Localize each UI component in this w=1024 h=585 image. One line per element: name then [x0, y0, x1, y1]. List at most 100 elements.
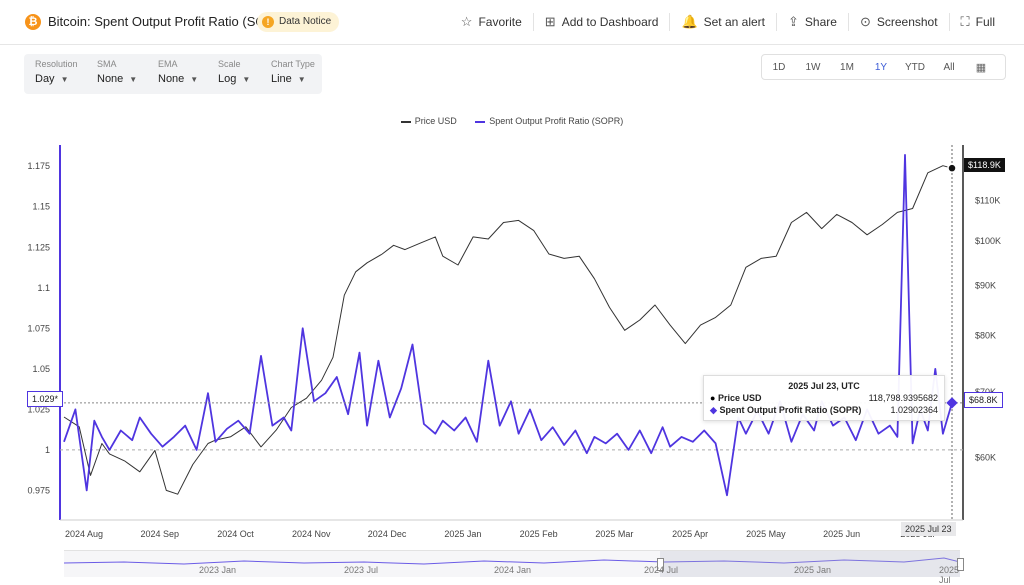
chevron-down-icon: ▼	[242, 75, 251, 84]
control-value: Log ▼	[218, 73, 250, 85]
x-tick-label: 2024 Oct	[217, 529, 254, 539]
x-tick-label: 2024 Sep	[140, 529, 179, 539]
calendar-icon[interactable]: ▦	[975, 61, 987, 74]
x-tick-label: 2025 Jan	[444, 529, 481, 539]
chevron-down-icon: ▼	[129, 75, 138, 84]
navigator-label: 2023 Jul	[344, 565, 379, 575]
control-value: Line ▼	[271, 73, 315, 85]
sopr-series-line	[63, 154, 953, 497]
left-tick-label: 1.15	[32, 202, 50, 212]
tooltip-price-label: Price USD	[717, 393, 762, 403]
range-all[interactable]: All	[943, 61, 955, 73]
data-notice-button[interactable]: ! Data Notice	[257, 12, 340, 32]
range-1m[interactable]: 1M	[840, 61, 854, 73]
range-1y[interactable]: 1Y	[874, 61, 888, 73]
navigator-label: 2024 Jan	[494, 565, 532, 575]
right-tick-label: $80K	[975, 331, 996, 341]
action-label: Set an alert	[703, 15, 765, 29]
chart-legend: Price USD Spent Output Profit Ratio (SOP…	[0, 116, 1024, 126]
range-1w[interactable]: 1W	[805, 61, 821, 73]
control-value-text: Day	[35, 73, 55, 85]
left-tick-label: 1.025	[27, 404, 50, 414]
action-label: Full	[975, 15, 995, 29]
range-1d[interactable]: 1D	[772, 61, 786, 73]
x-tick-label: 2024 Dec	[368, 529, 407, 539]
x-tick-label: 2025 Feb	[520, 529, 558, 539]
control-ema[interactable]: EMA None ▼	[158, 59, 198, 85]
control-value-text: None	[97, 73, 124, 85]
x-tick-label: 2024 Nov	[292, 529, 331, 539]
left-tick-label: 1.1	[37, 283, 50, 293]
control-value: None ▼	[158, 73, 198, 85]
control-resolution[interactable]: Resolution Day ▼	[35, 59, 78, 85]
range-selector: 1D 1W 1M 1Y YTD All ▦	[761, 54, 1006, 80]
navigator-label: 2025 Jan	[794, 565, 832, 575]
right-sopr-price-badge: $68.8K	[964, 392, 1003, 408]
control-label: Resolution	[35, 59, 78, 69]
chevron-down-icon: ▼	[297, 75, 306, 84]
left-tick-label: 1.075	[27, 323, 50, 333]
x-tick-label: 2025 Apr	[672, 529, 708, 539]
right-tick-label: $110K	[975, 196, 1000, 206]
bell-icon: 🔔	[681, 14, 698, 29]
screenshot-button[interactable]: ⊙ Screenshot	[847, 13, 949, 31]
right-tick-label: $90K	[975, 281, 996, 291]
price-marker	[947, 163, 957, 173]
control-value: None ▼	[97, 73, 137, 85]
favorite-button[interactable]: ☆ Favorite	[450, 13, 533, 31]
control-value-text: None	[158, 73, 185, 85]
bitcoin-logo-icon: ₿	[25, 14, 41, 30]
control-label: SMA	[97, 59, 117, 69]
x-tick-label: 2024 Aug	[65, 529, 103, 539]
tooltip-row-price: ● Price USD 118,798.9395682	[710, 393, 938, 403]
action-label: Screenshot	[876, 15, 938, 29]
tooltip-price-value: 118,798.9395682	[868, 393, 938, 403]
full-button[interactable]: ⛶ Full	[948, 13, 1006, 31]
control-label: Chart Type	[271, 59, 315, 69]
price-series-line	[63, 165, 953, 495]
set-an-alert-button[interactable]: 🔔 Set an alert	[669, 13, 776, 31]
tooltip-sopr-value: 1.02902364	[890, 405, 938, 415]
control-chart-type[interactable]: Chart Type Line ▼	[271, 59, 315, 85]
dashboard-icon: ⊞	[544, 14, 556, 29]
right-tick-label: $100K	[975, 236, 1001, 246]
control-label: Scale	[218, 59, 241, 69]
crosshair-date-badge: 2025 Jul 23	[901, 522, 956, 536]
x-tick-label: 2025 May	[746, 529, 786, 539]
navigator-label: 2025 Jul	[939, 565, 960, 585]
range-ytd[interactable]: YTD	[905, 61, 925, 73]
legend-item-sopr[interactable]: Spent Output Profit Ratio (SOPR)	[475, 116, 623, 126]
action-label: Favorite	[478, 15, 522, 29]
share-icon: ⇪	[788, 14, 799, 29]
sopr-chart[interactable]: 0.975 1 1.025 1.05 1.075 1.1 1.125 1.15 1.175 $60…	[0, 140, 1024, 552]
warning-icon: !	[262, 16, 274, 28]
navigator-left-handle[interactable]	[657, 558, 664, 571]
control-scale[interactable]: Scale Log ▼	[218, 59, 250, 85]
left-sopr-badge: 1.029*	[27, 391, 64, 407]
star-icon: ☆	[460, 14, 473, 29]
navigator-label: 2024 Jul	[644, 565, 679, 575]
control-value-text: Log	[218, 73, 237, 85]
chevron-down-icon: ▼	[190, 75, 199, 84]
control-sma[interactable]: SMA None ▼	[97, 59, 137, 85]
action-label: Add to Dashboard	[561, 15, 659, 29]
time-navigator[interactable]: 2023 Jan 2023 Jul 2024 Jan 2024 Jul 2025 Jan…	[64, 550, 964, 585]
share-button[interactable]: ⇪ Share	[776, 13, 848, 31]
right-tick-label: $60K	[975, 452, 996, 462]
sopr-marker	[946, 397, 958, 409]
legend-item-price[interactable]: Price USD	[400, 116, 457, 126]
navigator-right-handle[interactable]	[957, 558, 964, 571]
left-tick-label: 1.05	[32, 364, 50, 374]
left-tick-label: 1.175	[27, 161, 50, 171]
control-value: Day ▼	[35, 73, 78, 85]
control-value-text: Line	[271, 73, 292, 85]
navigator-label: 2023 Jan	[199, 565, 237, 575]
navigator-window[interactable]	[660, 551, 960, 577]
chart-controls: Resolution Day ▼ SMA None ▼ EMA None ▼ Scale Log ▼ C…	[24, 54, 322, 94]
add-to-dashboard-button[interactable]: ⊞ Add to Dashboard	[532, 13, 670, 31]
chart-tooltip: 2025 Jul 23, UTC ● Price USD 118,798.939…	[703, 375, 945, 421]
chevron-down-icon: ▼	[60, 75, 69, 84]
header-actions: ☆ Favorite ⊞ Add to Dashboard 🔔 Set an alert ⇪…	[450, 13, 1006, 31]
x-tick-label: 2025 Jun	[823, 529, 860, 539]
action-label: Share	[804, 15, 837, 29]
